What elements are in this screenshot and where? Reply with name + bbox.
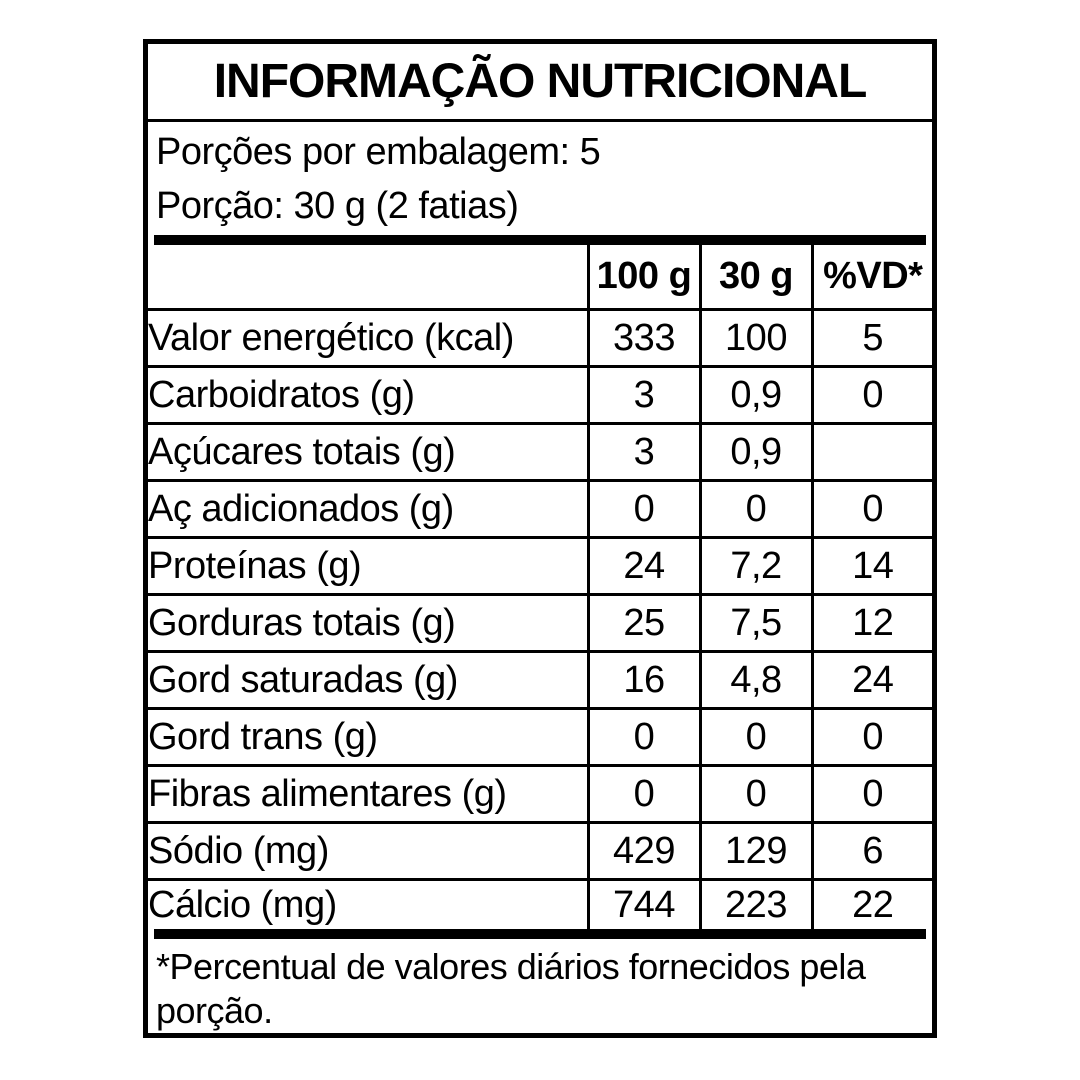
column-header-empty bbox=[148, 245, 588, 311]
daily-values-footnote: *Percentual de valores diários fornecido… bbox=[156, 946, 866, 1031]
column-header-30g: 30 g bbox=[698, 245, 812, 311]
value-per-100g: 3 bbox=[586, 366, 700, 425]
table-row: Gord trans (g) 0 0 0 bbox=[148, 708, 932, 767]
value-per-100g: 25 bbox=[586, 594, 700, 653]
nutrient-name: Valor energético (kcal) bbox=[148, 309, 588, 368]
portion-size-text: Porção: 30 g (2 fatias) bbox=[156, 185, 519, 227]
nutrient-name: Proteínas (g) bbox=[148, 537, 588, 596]
value-percent-vd: 12 bbox=[810, 594, 932, 653]
value-per-30g: 223 bbox=[698, 879, 812, 929]
table-row: Carboidratos (g) 3 0,9 0 bbox=[148, 366, 932, 425]
value-percent-vd: 14 bbox=[810, 537, 932, 596]
value-per-30g: 0 bbox=[698, 480, 812, 539]
value-per-100g: 0 bbox=[586, 765, 700, 824]
table-row: Fibras alimentares (g) 0 0 0 bbox=[148, 765, 932, 824]
nutrient-name: Cálcio (mg) bbox=[148, 883, 337, 926]
value-per-100g: 744 bbox=[586, 879, 700, 929]
nutrient-name: Gord trans (g) bbox=[148, 708, 588, 767]
value-per-30g: 7,2 bbox=[698, 537, 812, 596]
value-percent-vd: 24 bbox=[810, 651, 932, 710]
value-per-100g: 16 bbox=[586, 651, 700, 710]
value-percent-vd: 6 bbox=[810, 822, 932, 881]
nutrient-name: Sódio (mg) bbox=[148, 822, 588, 881]
nutrient-name: Gorduras totais (g) bbox=[148, 594, 588, 653]
nutrient-name: Aç adicionados (g) bbox=[148, 480, 588, 539]
value-per-30g: 0,9 bbox=[698, 423, 812, 482]
table-row: Proteínas (g) 24 7,2 14 bbox=[148, 537, 932, 596]
value-per-30g: 7,5 bbox=[698, 594, 812, 653]
value-percent-vd: 22 bbox=[810, 879, 932, 929]
value-percent-vd: 0 bbox=[810, 765, 932, 824]
column-header-vd: %VD* bbox=[810, 245, 932, 311]
nutrient-name: Açúcares totais (g) bbox=[148, 423, 588, 482]
table-row: Gord saturadas (g) 16 4,8 24 bbox=[148, 651, 932, 710]
table-row: Valor energético (kcal) 333 100 5 bbox=[148, 309, 932, 368]
nutrient-name: Fibras alimentares (g) bbox=[148, 765, 588, 824]
value-per-100g: 429 bbox=[586, 822, 700, 881]
value-per-100g: 0 bbox=[586, 480, 700, 539]
nutrient-table: 100 g 30 g %VD* Valor energético (kcal) 3… bbox=[148, 245, 932, 929]
nutrient-table-body: Valor energético (kcal) 333 100 5 Carboidrat… bbox=[148, 309, 932, 929]
label-title: INFORMAÇÃO NUTRICIONAL bbox=[148, 44, 932, 122]
value-per-30g: 0 bbox=[698, 708, 812, 767]
table-header-row: 100 g 30 g %VD* bbox=[148, 245, 932, 311]
value-percent-vd: 0 bbox=[810, 480, 932, 539]
value-per-100g: 24 bbox=[586, 537, 700, 596]
table-row: Açúcares totais (g) 3 0,9 bbox=[148, 423, 932, 482]
value-per-100g: 0 bbox=[586, 708, 700, 767]
value-percent-vd: 0 bbox=[810, 366, 932, 425]
nutrient-name: Gord saturadas (g) bbox=[148, 651, 588, 710]
value-per-100g: 3 bbox=[586, 423, 700, 482]
value-percent-vd: 0 bbox=[810, 708, 932, 767]
table-row: Gorduras totais (g) 25 7,5 12 bbox=[148, 594, 932, 653]
value-per-30g: 4,8 bbox=[698, 651, 812, 710]
column-header-100g: 100 g bbox=[586, 245, 700, 311]
value-per-30g: 0,9 bbox=[698, 366, 812, 425]
nutrition-facts-label: INFORMAÇÃO NUTRICIONAL Porções por embal… bbox=[143, 39, 937, 1038]
value-per-100g: 333 bbox=[586, 309, 700, 368]
servings-per-package-text: Porções por embalagem: 5 bbox=[156, 131, 601, 173]
table-row: Sódio (mg) 429 129 6 bbox=[148, 822, 932, 881]
nutrient-name: Carboidratos (g) bbox=[148, 366, 588, 425]
value-percent-vd bbox=[810, 423, 932, 482]
divider-bar-bottom bbox=[154, 929, 926, 939]
table-row: Aç adicionados (g) 0 0 0 bbox=[148, 480, 932, 539]
serving-info-section: Porções por embalagem: 5 Porção: 30 g (2… bbox=[148, 122, 932, 235]
value-percent-vd: 5 bbox=[810, 309, 932, 368]
divider-bar-top bbox=[154, 235, 926, 245]
value-per-30g: 0 bbox=[698, 765, 812, 824]
value-per-30g: 100 bbox=[698, 309, 812, 368]
value-per-30g: 129 bbox=[698, 822, 812, 881]
table-row: Cálcio (mg) 744 223 22 bbox=[148, 879, 932, 929]
